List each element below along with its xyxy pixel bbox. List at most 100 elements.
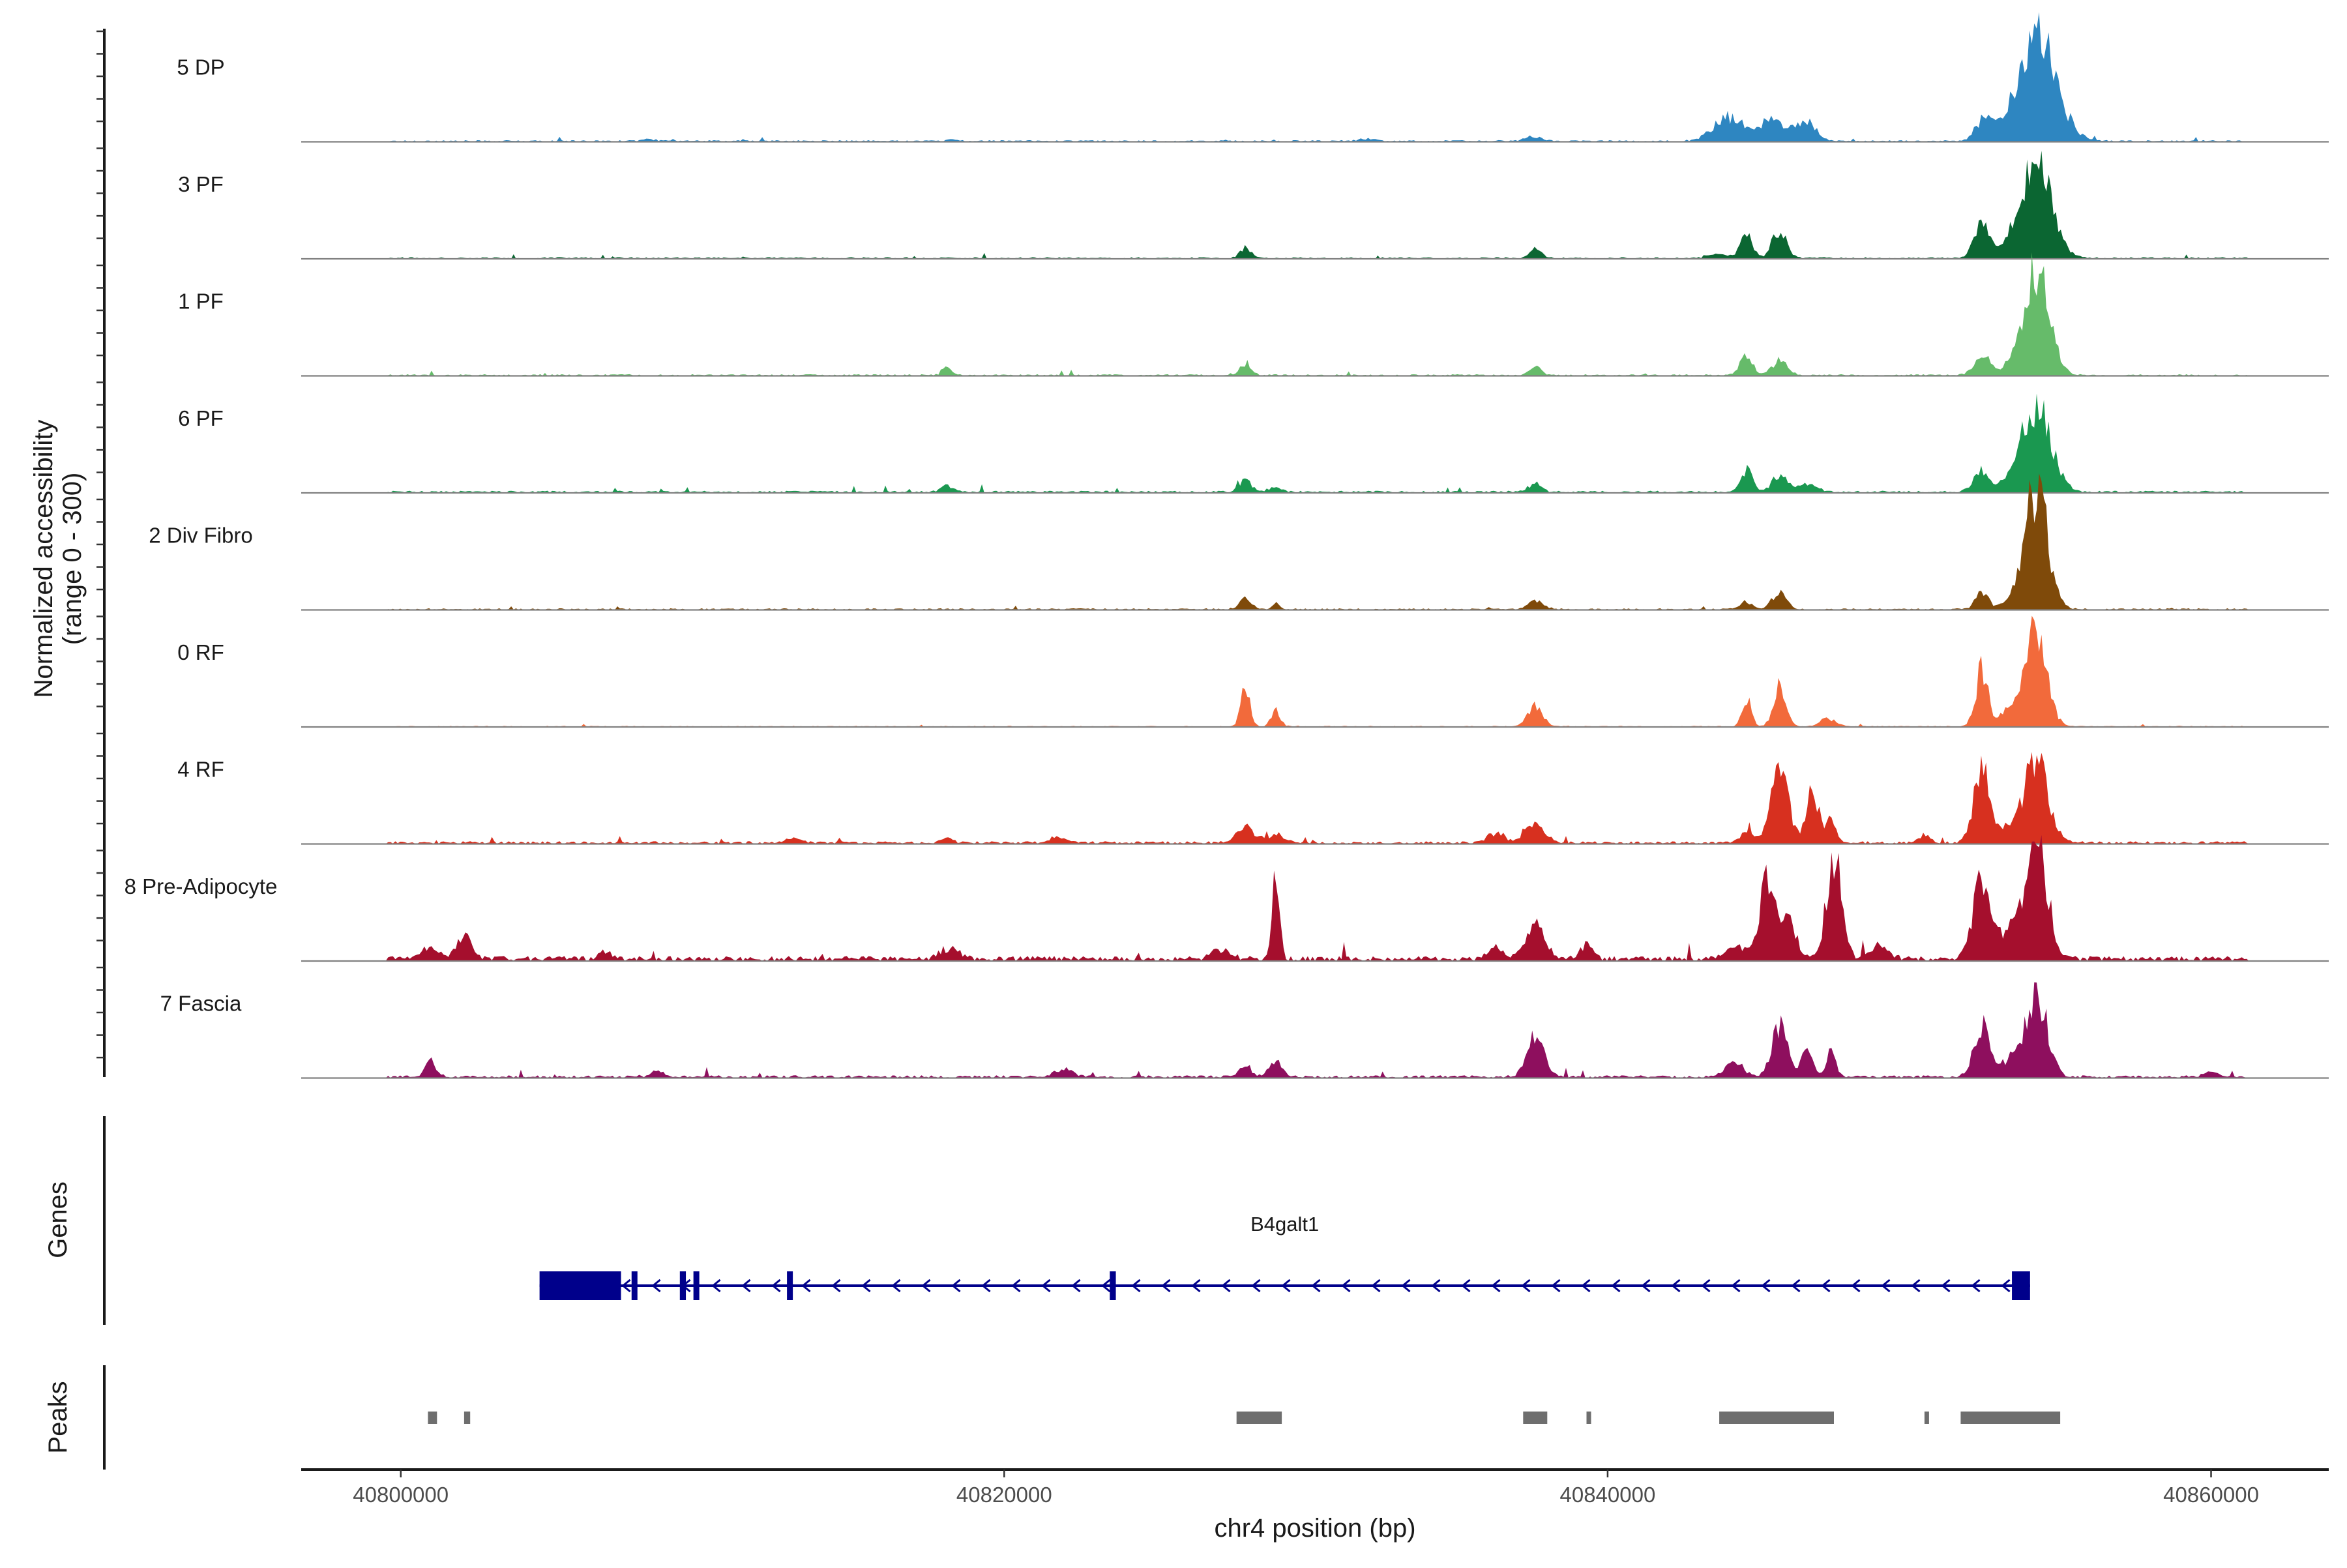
strand-arrow — [1761, 1279, 1771, 1293]
peak-region — [464, 1412, 471, 1424]
track-2-div-fibro: 2 Div Fibro — [149, 473, 2329, 611]
track-6-pf: 6 PF — [178, 393, 2329, 494]
strand-arrow — [651, 1279, 661, 1293]
strand-arrow — [1671, 1279, 1681, 1293]
coverage-area-0-rf — [301, 615, 2329, 727]
x-tick-label: 40840000 — [1559, 1483, 1655, 1507]
strand-arrow — [1701, 1279, 1711, 1293]
track-7-fascia: 7 Fascia — [160, 982, 2329, 1079]
strand-arrow — [1581, 1279, 1591, 1293]
strand-arrow — [1221, 1279, 1231, 1293]
strand-arrow — [801, 1279, 811, 1293]
strand-arrow — [1161, 1279, 1171, 1293]
strand-arrow — [771, 1279, 781, 1293]
strand-arrow — [1881, 1279, 1891, 1293]
strand-arrow — [1491, 1279, 1501, 1293]
left-axes — [96, 29, 106, 1470]
exon-block — [631, 1271, 638, 1300]
x-tick-label: 40820000 — [956, 1483, 1052, 1507]
strand-arrow — [891, 1279, 901, 1293]
coverage-area-6-pf — [301, 393, 2329, 493]
strand-arrow — [1131, 1279, 1141, 1293]
coverage-area-7-fascia — [301, 982, 2329, 1078]
strand-arrow — [1281, 1279, 1291, 1293]
track-label-3-pf: 3 PF — [178, 172, 224, 196]
strand-arrow — [1371, 1279, 1381, 1293]
track-label-1-pf: 1 PF — [178, 289, 224, 314]
peak-region — [1719, 1412, 1834, 1424]
peak-region — [1523, 1412, 1548, 1424]
strand-arrow — [981, 1279, 991, 1293]
x-tick-label: 40800000 — [353, 1483, 449, 1507]
strand-arrow — [1611, 1279, 1621, 1293]
coverage-tracks: 5 DP 3 PF 1 PF 6 PF 2 Div Fibro 0 RF 4 RF 8 Pre… — [125, 12, 2329, 1079]
track-label-6-pf: 6 PF — [178, 406, 224, 430]
exon-block — [1110, 1271, 1116, 1300]
track-label-0-rf: 0 RF — [177, 640, 224, 664]
strand-arrow — [831, 1279, 841, 1293]
strand-arrow — [1431, 1279, 1441, 1293]
strand-arrow — [1521, 1279, 1531, 1293]
genes-track-title: Genes — [44, 1181, 72, 1258]
coverage-area-3-pf — [301, 151, 2329, 259]
strand-arrow — [1851, 1279, 1861, 1293]
track-8-pre-adipocyte: 8 Pre-Adipocyte — [125, 835, 2329, 962]
track-label-4-rf: 4 RF — [177, 758, 224, 782]
strand-arrow — [1791, 1279, 1801, 1293]
strand-arrow — [1311, 1279, 1321, 1293]
strand-arrow — [1461, 1279, 1471, 1293]
strand-arrow — [1551, 1279, 1561, 1293]
strand-arrow — [1731, 1279, 1741, 1293]
exon-block — [539, 1271, 621, 1300]
x-axis: 40800000 40820000 40840000 40860000 — [301, 1468, 2329, 1507]
track-label-5-dp: 5 DP — [177, 55, 224, 80]
strand-arrow — [621, 1279, 631, 1293]
peak-region — [1236, 1412, 1282, 1424]
strand-arrow — [1251, 1279, 1261, 1293]
gene-track: B4galt1 — [539, 1213, 2030, 1300]
strand-arrow — [1941, 1279, 1951, 1293]
y-axis-title: Normalized accessibility — [29, 420, 58, 698]
strand-arrow — [1191, 1279, 1201, 1293]
track-5-dp: 5 DP — [177, 12, 2329, 143]
exon-block — [679, 1271, 686, 1300]
x-axis-title: chr4 position (bp) — [1214, 1514, 1415, 1543]
coverage-area-2-div-fibro — [301, 473, 2329, 610]
track-3-pf: 3 PF — [178, 151, 2329, 260]
exon-block — [693, 1271, 700, 1300]
peak-region — [1586, 1412, 1591, 1424]
coverage-area-8-pre-adipocyte — [301, 835, 2329, 961]
exon-block — [2012, 1271, 2030, 1300]
strand-arrow — [1341, 1279, 1351, 1293]
track-4-rf: 4 RF — [177, 752, 2329, 845]
peak-region — [1960, 1412, 2061, 1424]
peaks-track-title: Peaks — [44, 1381, 72, 1453]
strand-arrow — [711, 1279, 721, 1293]
strand-arrow — [1101, 1279, 1111, 1293]
strand-arrow — [1911, 1279, 1921, 1293]
strand-arrow — [1401, 1279, 1411, 1293]
strand-arrow — [951, 1279, 961, 1293]
strand-arrow — [1971, 1279, 1981, 1293]
track-1-pf: 1 PF — [178, 252, 2329, 377]
coverage-area-1-pf — [301, 252, 2329, 376]
strand-arrow — [1011, 1279, 1021, 1293]
strand-arrow — [2001, 1279, 2011, 1293]
strand-arrow — [1071, 1279, 1081, 1293]
peak-region — [1924, 1412, 1929, 1424]
strand-arrow — [1821, 1279, 1831, 1293]
strand-arrow — [1641, 1279, 1651, 1293]
gene-b4galt1: B4galt1 — [539, 1213, 2030, 1300]
track-label-7-fascia: 7 Fascia — [160, 992, 242, 1016]
coverage-area-5-dp — [301, 12, 2329, 142]
strand-arrow — [861, 1279, 871, 1293]
track-0-rf: 0 RF — [177, 615, 2329, 728]
x-tick-label: 40860000 — [2163, 1483, 2259, 1507]
strand-arrow — [741, 1279, 751, 1293]
strand-arrow — [921, 1279, 931, 1293]
peak-track — [428, 1412, 2061, 1424]
track-label-2-div-fibro: 2 Div Fibro — [149, 524, 253, 548]
peak-region — [428, 1412, 437, 1424]
